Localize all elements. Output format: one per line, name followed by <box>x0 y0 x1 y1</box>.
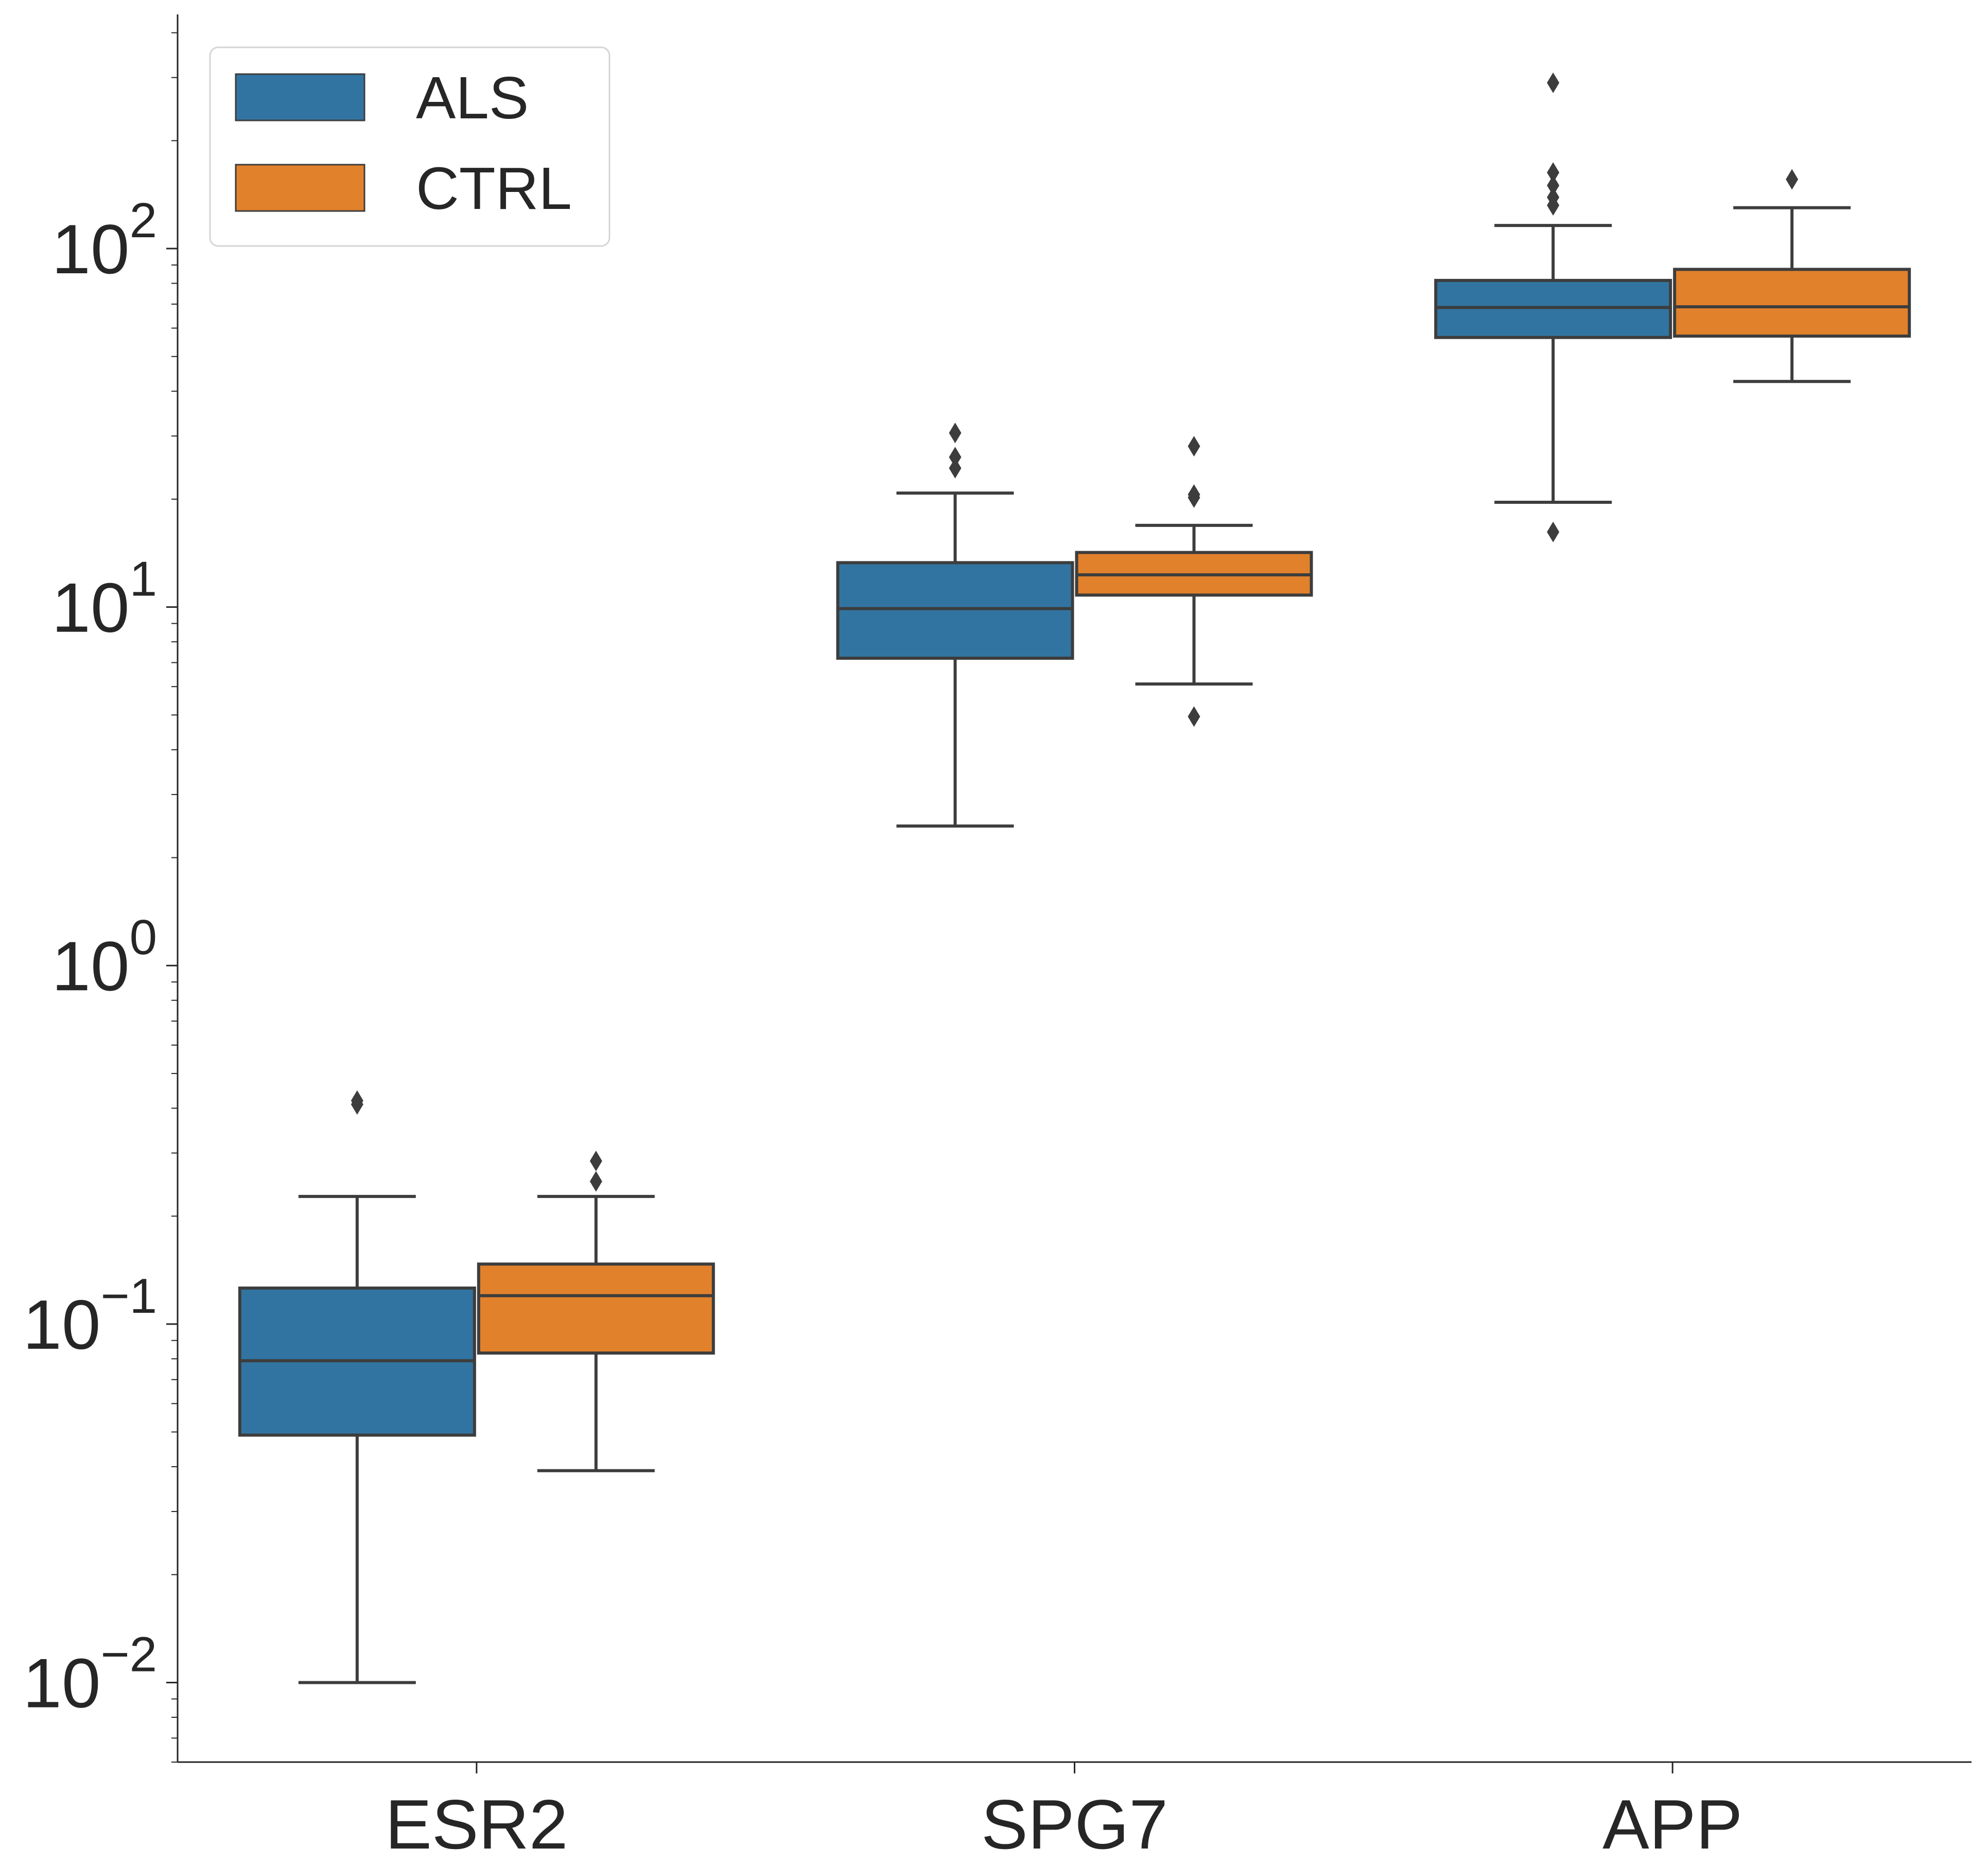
flier-point <box>1188 436 1200 457</box>
flier-point <box>1786 169 1799 190</box>
legend-swatch-als <box>235 73 365 121</box>
flier-point <box>1547 521 1560 542</box>
legend: ALS CTRL <box>209 46 611 247</box>
box-als-spg7 <box>836 423 1074 828</box>
boxes <box>238 72 1911 1684</box>
y-tick-exponent: 2 <box>130 193 157 248</box>
flier-point <box>589 1171 602 1192</box>
legend-label-als: ALS <box>416 64 529 131</box>
flier-point <box>1547 187 1560 208</box>
box-ctrl-spg7 <box>1075 436 1313 727</box>
flier-point <box>1188 706 1200 727</box>
box-iqr <box>836 561 1074 660</box>
x-tick-label-esr2: ESR2 <box>385 1785 568 1863</box>
y-tick-mantissa: 10 <box>23 1644 100 1722</box>
flier-point <box>1188 484 1200 505</box>
y-tick-mantissa: 10 <box>51 927 129 1005</box>
flier-point <box>1547 175 1560 196</box>
x-tick-label-app: APP <box>1602 1785 1742 1863</box>
flier-point <box>1547 162 1560 183</box>
y-tick-label: 10−1 <box>23 1269 157 1364</box>
box-als-esr2 <box>238 1090 476 1684</box>
y-tick-mantissa: 10 <box>51 569 129 647</box>
y-tick-mantissa: 10 <box>51 210 129 288</box>
box-ctrl-app <box>1673 169 1911 383</box>
y-tick-exponent: 1 <box>130 552 157 607</box>
y-tick-exponent: −1 <box>101 1269 157 1324</box>
flier-point <box>1547 72 1560 93</box>
flier-point <box>589 1151 602 1172</box>
flier-point <box>949 423 962 444</box>
flier-point <box>351 1090 363 1111</box>
y-tick-exponent: −2 <box>101 1627 157 1682</box>
box-iqr <box>477 1262 715 1355</box>
y-tick-mantissa: 10 <box>23 1286 100 1364</box>
y-tick-label: 100 <box>51 910 157 1005</box>
box-iqr <box>1673 268 1911 338</box>
y-tick-label: 102 <box>51 193 157 288</box>
legend-label-ctrl: CTRL <box>416 155 572 222</box>
flier-point <box>949 458 962 479</box>
y-tick-label: 101 <box>51 552 157 647</box>
y-tick-exponent: 0 <box>130 910 157 965</box>
flier-point <box>949 447 962 468</box>
box-als-app <box>1434 72 1672 542</box>
x-tick-label-spg7: SPG7 <box>981 1785 1168 1863</box>
y-tick-label: 10−2 <box>23 1627 157 1722</box>
legend-swatch-ctrl <box>235 164 365 212</box>
box-ctrl-esr2 <box>477 1151 715 1472</box>
